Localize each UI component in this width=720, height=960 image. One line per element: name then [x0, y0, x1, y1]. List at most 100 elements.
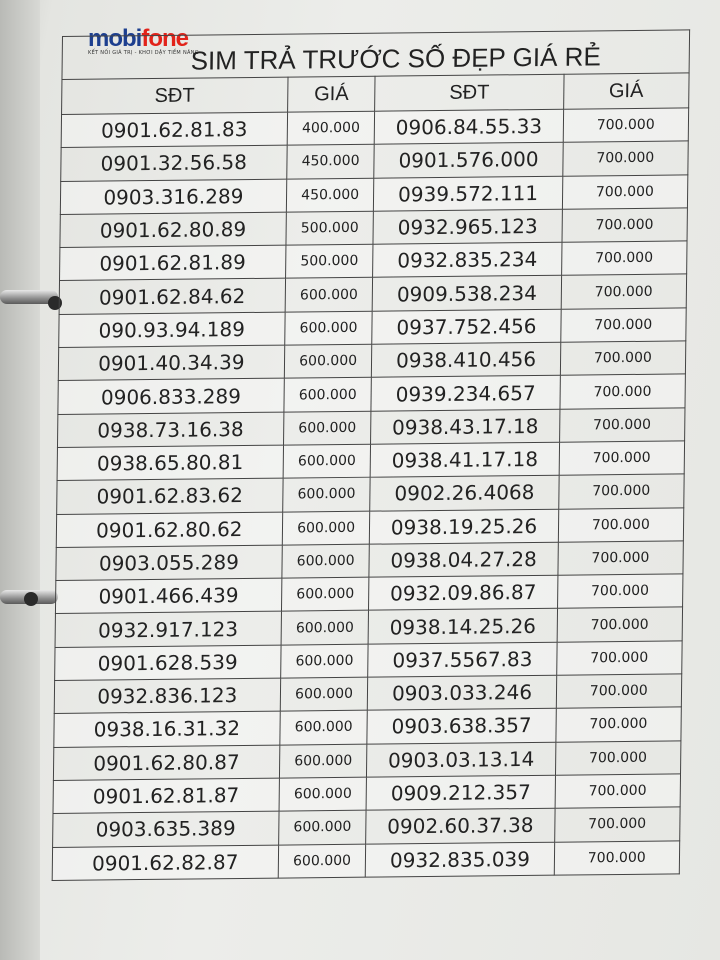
phone-number-cell: 0906.833.289 — [57, 378, 285, 415]
phone-number-cell: 0903.635.389 — [52, 811, 279, 847]
price-cell: 500.000 — [285, 211, 374, 246]
phone-number-cell: 0938.19.25.26 — [369, 508, 559, 545]
price-cell: 700.000 — [560, 274, 687, 310]
price-cell: 600.000 — [279, 743, 368, 779]
phone-number-cell: 0932.917.123 — [55, 611, 282, 648]
price-cell: 700.000 — [557, 574, 683, 609]
phone-number-cell: 0901.62.81.83 — [61, 112, 288, 148]
price-cell: 700.000 — [559, 374, 686, 409]
phone-number-cell: 0932.835.039 — [365, 841, 555, 877]
price-cell: 700.000 — [556, 607, 683, 642]
price-cell: 600.000 — [284, 344, 373, 379]
phone-number-cell: 0903.316.289 — [60, 178, 287, 215]
header-phone: SĐT — [375, 74, 564, 112]
phone-number-cell: 0909.538.234 — [372, 275, 562, 311]
phone-number-cell: 0901.62.84.62 — [59, 278, 286, 315]
price-cell: 700.000 — [561, 241, 688, 276]
phone-number-cell: 0938.04.27.28 — [369, 542, 558, 578]
phone-number-cell: 0901.62.82.87 — [52, 844, 279, 881]
phone-number-cell: 0903.055.289 — [55, 544, 283, 581]
price-cell: 700.000 — [558, 440, 685, 476]
phone-number-cell: 0938.65.80.81 — [57, 445, 284, 481]
phone-number-cell: 0939.572.111 — [373, 175, 563, 212]
price-cell: 600.000 — [277, 843, 367, 878]
price-sheet: SIM TRẢ TRƯỚC SỐ ĐẸP GIÁ RẺ SĐT GIÁ SĐT … — [52, 29, 691, 881]
mobifone-logo: mobifone KẾT NỐI GIÁ TRỊ - KHƠI DẬY TIỀM… — [88, 25, 199, 57]
price-cell: 700.000 — [558, 474, 685, 509]
price-cell: 700.000 — [554, 773, 681, 809]
phone-number-cell: 0939.234.657 — [371, 375, 560, 411]
phone-number-cell: 0903.638.357 — [367, 708, 556, 744]
price-cell: 600.000 — [282, 477, 371, 512]
price-cell: 700.000 — [555, 740, 681, 776]
price-cell: 600.000 — [280, 610, 369, 645]
price-cell: 700.000 — [560, 307, 687, 343]
phone-number-cell: 0932.965.123 — [373, 209, 562, 245]
phone-number-cell: 0932.09.86.87 — [368, 575, 558, 611]
price-cell: 700.000 — [553, 840, 680, 876]
price-cell: 700.000 — [562, 141, 689, 176]
phone-number-cell: 0938.410.456 — [371, 342, 561, 378]
phone-number-cell: 0938.14.25.26 — [368, 608, 558, 644]
price-cell: 700.000 — [561, 207, 688, 243]
binder-ring — [0, 290, 58, 304]
logo-text-blue: mobi — [88, 25, 142, 52]
phone-number-cell: 0909.212.357 — [366, 775, 556, 811]
price-cell: 700.000 — [559, 407, 685, 443]
phone-number-cell: 0901.62.80.87 — [53, 744, 280, 781]
header-price: GIÁ — [287, 76, 376, 113]
phone-number-cell: 0901.62.81.89 — [59, 245, 286, 281]
phone-number-cell: 0937.5567.83 — [368, 641, 557, 678]
phone-number-cell: 0938.16.31.32 — [53, 711, 280, 748]
phone-number-cell: 0903.033.246 — [367, 675, 557, 711]
price-cell: 600.000 — [279, 677, 369, 712]
phone-number-cell: 0938.41.17.18 — [370, 442, 560, 478]
price-cell: 700.000 — [555, 707, 682, 742]
price-cell: 600.000 — [282, 510, 371, 545]
price-cell: 700.000 — [555, 673, 682, 709]
table-row: 0901.62.82.87 600.000 0932.835.039 700.000 — [52, 840, 680, 881]
price-cell: 600.000 — [282, 444, 372, 479]
logo-tagline: KẾT NỐI GIÁ TRỊ - KHƠI DẬY TIỀM NĂNG — [88, 50, 199, 56]
phone-number-cell: 0901.40.34.39 — [58, 345, 285, 381]
price-cell: 600.000 — [278, 777, 367, 812]
phone-number-cell: 0901.628.539 — [54, 644, 281, 681]
phone-number-cell: 0901.62.81.87 — [52, 778, 280, 814]
price-cell: 700.000 — [561, 174, 688, 210]
binder-edge — [0, 0, 40, 960]
price-cell: 600.000 — [281, 544, 370, 579]
price-cell: 700.000 — [556, 640, 683, 676]
phone-number-cell: 0901.62.83.62 — [56, 478, 283, 515]
phone-number-cell: 0938.73.16.38 — [57, 411, 284, 448]
sim-price-table: SĐT GIÁ SĐT GIÁ 0901.62.81.83 400.000 0906… — [52, 72, 690, 881]
price-cell: 400.000 — [286, 111, 376, 146]
price-cell: 700.000 — [562, 107, 689, 143]
price-cell: 450.000 — [286, 177, 375, 213]
price-cell: 600.000 — [284, 310, 373, 346]
phone-number-cell: 0938.43.17.18 — [371, 408, 560, 445]
price-cell: 600.000 — [284, 277, 374, 312]
logo-text-red: fone — [141, 25, 189, 52]
phone-number-cell: 0932.835.234 — [373, 242, 562, 278]
phone-number-cell: 0901.62.80.62 — [56, 511, 283, 548]
phone-number-cell: 0903.03.13.14 — [366, 741, 556, 778]
price-cell: 600.000 — [279, 710, 368, 745]
price-cell: 600.000 — [283, 377, 372, 412]
phone-number-cell: 0932.836.123 — [54, 678, 281, 714]
price-cell: 450.000 — [286, 144, 375, 179]
price-cell: 700.000 — [557, 540, 684, 576]
price-cell: 600.000 — [283, 410, 372, 446]
page-title: SIM TRẢ TRƯỚC SỐ ĐẸP GIÁ RẺ — [61, 29, 691, 79]
phone-number-cell: 0901.62.80.89 — [59, 212, 287, 248]
phone-number-cell: 0937.752.456 — [372, 309, 561, 345]
punch-hole — [24, 592, 38, 606]
phone-number-cell: 0906.84.55.33 — [374, 109, 564, 145]
price-cell: 500.000 — [285, 244, 374, 279]
header-price: GIÁ — [563, 72, 690, 110]
header-phone: SĐT — [61, 77, 288, 115]
price-cell: 700.000 — [559, 340, 686, 376]
phone-number-cell: 0901.576.000 — [374, 142, 563, 178]
price-cell: 700.000 — [557, 507, 684, 543]
price-cell: 600.000 — [281, 577, 370, 612]
price-cell: 600.000 — [278, 810, 367, 845]
